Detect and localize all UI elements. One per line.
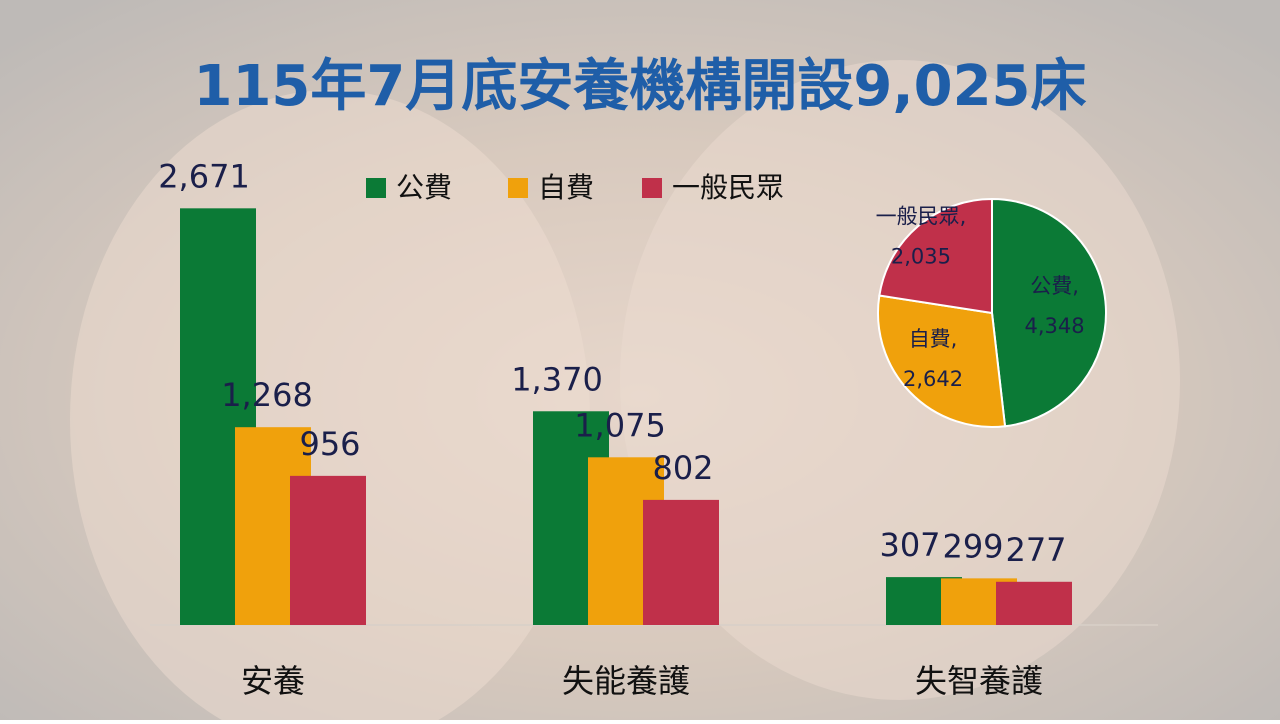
pie-label: 自費, [909, 327, 958, 351]
legend-swatch [366, 178, 386, 198]
data-label: 1,370 [511, 360, 603, 398]
data-label: 307 [879, 526, 940, 564]
pie-slice [878, 197, 993, 315]
pie-value-label: 2,035 [891, 244, 951, 268]
legend-swatch [508, 178, 528, 198]
x-tick-label: 失智養護 [915, 662, 1043, 700]
chart-title: 115年7月底安養機構開設9,025床 [194, 54, 1087, 119]
legend-swatch [642, 178, 662, 198]
data-label: 956 [299, 425, 360, 463]
x-tick-label: 失能養護 [562, 662, 690, 700]
bar [996, 581, 1072, 625]
pie-label: 公費, [1030, 274, 1079, 298]
pie-slice [991, 197, 1107, 428]
legend-label: 一般民眾 [672, 171, 784, 204]
bar [290, 475, 366, 625]
bar [643, 499, 719, 625]
pie-label: 一般民眾, [876, 204, 967, 228]
data-label: 1,075 [574, 406, 666, 444]
data-label: 2,671 [158, 157, 250, 195]
data-label: 277 [1005, 531, 1066, 569]
pie-slice [877, 294, 1007, 428]
legend-label: 公費 [396, 171, 452, 204]
data-label: 299 [942, 527, 1003, 565]
x-tick-label: 安養 [241, 662, 305, 700]
data-label: 1,268 [221, 376, 313, 414]
pie-value-label: 4,348 [1025, 314, 1085, 338]
legend-label: 自費 [538, 171, 594, 204]
data-label: 802 [652, 449, 713, 487]
pie-value-label: 2,642 [903, 367, 963, 391]
